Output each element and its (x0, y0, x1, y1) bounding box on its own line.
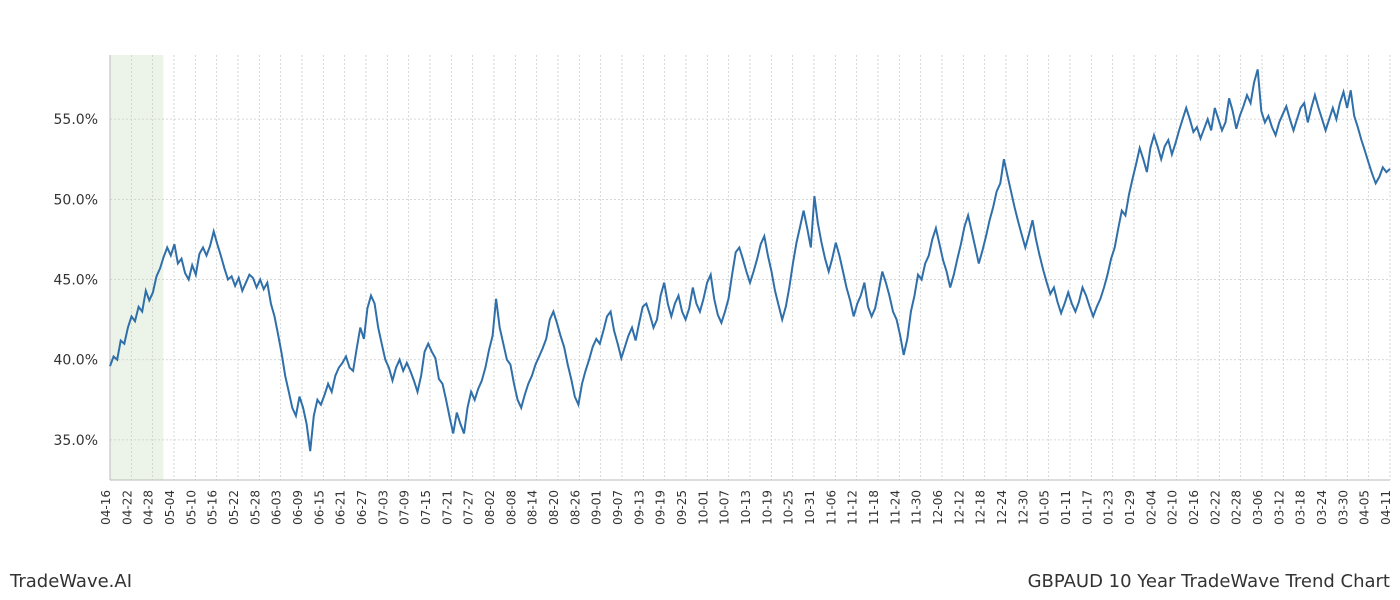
x-tick-label: 05-16 (206, 490, 220, 525)
x-tick-label: 06-15 (312, 490, 326, 525)
x-tick-label: 10-25 (782, 490, 796, 525)
x-tick-label: 10-07 (718, 490, 732, 525)
x-tick-label: 09-13 (632, 490, 646, 525)
x-tick-label: 09-25 (675, 490, 689, 525)
y-tick-label: 40.0% (54, 353, 98, 369)
x-tick-label: 12-24 (995, 490, 1009, 525)
x-tick-label: 03-12 (1272, 490, 1286, 525)
x-tick-label: 02-22 (1208, 490, 1222, 525)
x-tick-label: 02-16 (1187, 490, 1201, 525)
x-tick-label: 01-17 (1080, 490, 1094, 525)
x-tick-label: 02-10 (1166, 490, 1180, 525)
y-tick-label: 45.0% (54, 273, 98, 289)
x-tick-label: 06-03 (270, 490, 284, 525)
x-tick-label: 09-19 (654, 490, 668, 525)
y-tick-label: 55.0% (54, 112, 98, 128)
x-tick-label: 10-31 (803, 490, 817, 525)
x-tick-label: 11-06 (824, 490, 838, 525)
x-tick-label: 05-10 (184, 490, 198, 525)
x-tick-label: 04-28 (142, 490, 156, 525)
x-tick-label: 03-30 (1336, 490, 1350, 525)
x-tick-label: 08-20 (547, 490, 561, 525)
x-tick-label: 08-02 (483, 490, 497, 525)
x-tick-label: 01-23 (1102, 490, 1116, 525)
x-tick-label: 08-08 (504, 490, 518, 525)
x-tick-label: 07-09 (398, 490, 412, 525)
x-tick-label: 11-24 (888, 490, 902, 525)
chart-container: 2024-04-16 to 2024-05-01 35.0%40.0%45.0%… (0, 0, 1400, 600)
x-tick-label: 08-14 (526, 490, 540, 525)
x-tick-label: 12-06 (931, 490, 945, 525)
x-tick-label: 01-05 (1038, 490, 1052, 525)
chart-title: GBPAUD 10 Year TradeWave Trend Chart (1028, 571, 1390, 592)
x-tick-label: 07-21 (440, 490, 454, 525)
x-tick-label: 02-04 (1144, 490, 1158, 525)
x-tick-label: 06-27 (355, 490, 369, 525)
x-tick-label: 10-19 (760, 490, 774, 525)
x-tick-label: 01-11 (1059, 490, 1073, 525)
x-tick-label: 07-03 (376, 490, 390, 525)
x-tick-label: 12-30 (1016, 490, 1030, 525)
x-tick-label: 11-30 (910, 490, 924, 525)
x-tick-label: 07-27 (462, 490, 476, 525)
x-tick-label: 03-24 (1315, 490, 1329, 525)
x-tick-label: 09-01 (590, 490, 604, 525)
x-tick-label: 01-29 (1123, 490, 1137, 525)
x-tick-label: 07-15 (419, 490, 433, 525)
x-tick-label: 11-12 (846, 490, 860, 525)
x-tick-label: 02-28 (1230, 490, 1244, 525)
x-tick-label: 03-06 (1251, 490, 1265, 525)
trend-chart: 35.0% 40.0% 45.0% 50.0% 55.0% 04-16 04-22 04-28… (0, 0, 1400, 560)
x-tick-label: 10-01 (696, 490, 710, 525)
x-tick-label: 05-22 (227, 490, 241, 525)
x-tick-label: 04-11 (1379, 490, 1393, 525)
x-tick-label: 08-26 (568, 490, 582, 525)
x-tick-label: 06-21 (334, 490, 348, 525)
highlight-band (110, 55, 163, 480)
x-tick-label: 09-07 (611, 490, 625, 525)
x-tick-label: 11-18 (867, 490, 881, 525)
y-tick-label: 50.0% (54, 192, 98, 208)
x-tick-label: 04-22 (120, 490, 134, 525)
x-tick-label: 03-18 (1294, 490, 1308, 525)
brand-label: TradeWave.AI (10, 571, 132, 592)
x-tick-label: 04-16 (99, 490, 113, 525)
x-tick-label: 04-05 (1358, 490, 1372, 525)
x-tick-label: 05-04 (163, 490, 177, 525)
x-tick-label: 12-12 (952, 490, 966, 525)
x-tick-label: 05-28 (248, 490, 262, 525)
x-tick-label: 06-09 (291, 490, 305, 525)
x-tick-label: 10-13 (739, 490, 753, 525)
x-tick-label: 12-18 (974, 490, 988, 525)
y-tick-label: 35.0% (54, 433, 98, 449)
